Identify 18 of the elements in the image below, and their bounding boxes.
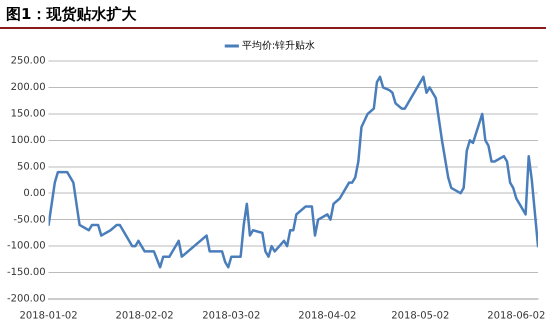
y-tick-label: 150.00 [10,108,46,120]
y-tick-label: -200.00 [6,294,46,305]
x-tick-label: 2018-01-02 [20,310,78,322]
x-tick-label: 2018-05-02 [391,310,450,322]
x-tick-label: 2018-03-02 [202,310,260,322]
x-tick-label: 2018-04-02 [298,310,356,322]
x-tick-label: 2018-02-02 [116,310,174,322]
y-tick-label: 200.00 [10,82,46,94]
y-tick-label: -150.00 [6,267,46,278]
y-tick-label: 100.00 [10,134,46,146]
legend-label: 平均价:锌升贴水 [242,40,316,52]
y-tick-label: -100.00 [6,240,46,252]
y-tick-label: 0.00 [23,188,46,199]
x-tick-label: 2018-06-02 [487,310,546,322]
y-tick-label: 50.00 [16,161,46,172]
y-tick-label: -50.00 [13,214,46,226]
chart-title: 图1：现货贴水扩大 [0,0,546,29]
y-tick-label: 250.00 [10,56,46,67]
